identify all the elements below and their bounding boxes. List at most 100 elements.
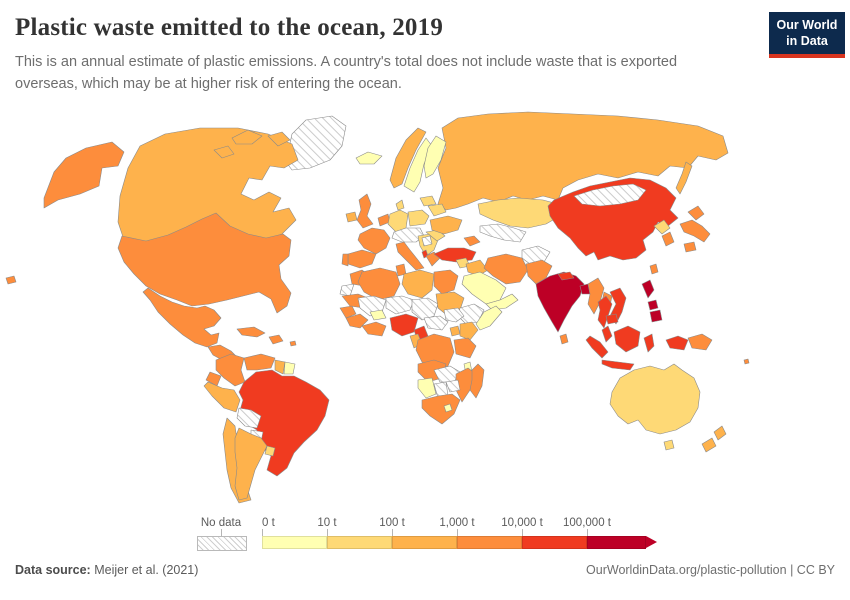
country-united-kingdom[interactable]: [356, 193, 374, 229]
country-cuba[interactable]: [236, 326, 266, 338]
country-uruguay[interactable]: [264, 445, 276, 457]
country-dr-congo[interactable]: [415, 333, 455, 371]
country-tasmania[interactable]: [663, 439, 675, 451]
country-poland[interactable]: [407, 209, 430, 227]
country-denmark[interactable]: [395, 199, 405, 211]
country-norway[interactable]: [389, 127, 427, 189]
legend-color-bin-1[interactable]: [262, 536, 327, 549]
country-lesotho[interactable]: [443, 403, 453, 413]
legend-color-bin-6[interactable]: [587, 536, 646, 549]
country-malaysia[interactable]: [601, 325, 613, 343]
country-portugal[interactable]: [341, 253, 349, 267]
country-philippines[interactable]: [647, 299, 659, 311]
country-peru[interactable]: [203, 381, 241, 413]
owid-logo[interactable]: Our World in Data: [769, 12, 845, 59]
country-kenya[interactable]: [459, 321, 479, 341]
country-madagascar[interactable]: [469, 363, 485, 399]
country-argentina[interactable]: [234, 427, 268, 501]
country-sakhalin[interactable]: [675, 161, 693, 195]
country-ukraine[interactable]: [429, 215, 463, 235]
country-libya[interactable]: [401, 269, 435, 299]
country-venezuela[interactable]: [243, 353, 276, 371]
country-indonesia-papua[interactable]: [665, 335, 689, 351]
country-egypt[interactable]: [433, 269, 459, 295]
country-uzbekistan-turkmenistan[interactable]: [479, 223, 527, 243]
country-iraq[interactable]: [465, 259, 489, 277]
country-serbia[interactable]: [421, 235, 433, 247]
legend-color-bin-4[interactable]: [457, 536, 522, 549]
country-tanzania[interactable]: [453, 337, 477, 359]
country-philippines[interactable]: [641, 279, 655, 299]
country-caucasus[interactable]: [463, 235, 481, 247]
country-nigeria[interactable]: [389, 313, 419, 337]
country-uganda[interactable]: [449, 325, 461, 337]
country-chad[interactable]: [411, 297, 439, 321]
country-iceland[interactable]: [355, 151, 383, 165]
country-myanmar[interactable]: [587, 277, 605, 315]
country-indonesia-sumatra[interactable]: [585, 335, 609, 359]
country-new-zealand[interactable]: [701, 437, 717, 453]
country-thailand[interactable]: [597, 295, 613, 329]
country-iran[interactable]: [483, 253, 529, 285]
country-lesser-antilles[interactable]: [289, 340, 297, 347]
country-baltic-states[interactable]: [419, 195, 437, 207]
country-north-korea[interactable]: [653, 219, 671, 235]
country-indonesia-sulawesi[interactable]: [643, 333, 655, 353]
country-united-states[interactable]: [117, 212, 292, 314]
country-italy[interactable]: [395, 241, 425, 271]
owid-link[interactable]: OurWorldinData.org/plastic-pollution: [586, 563, 787, 577]
country-bolivia[interactable]: [236, 407, 262, 429]
country-japan[interactable]: [687, 205, 705, 221]
country-south-korea[interactable]: [661, 231, 675, 247]
country-alaska[interactable]: [43, 141, 125, 209]
country-belarus[interactable]: [427, 203, 447, 217]
country-taiwan[interactable]: [649, 263, 659, 275]
country-india[interactable]: [535, 271, 585, 333]
country-niger[interactable]: [385, 295, 415, 315]
country-fiji[interactable]: [743, 358, 750, 365]
country-borneo[interactable]: [613, 325, 641, 353]
country-ivory-coast-ghana[interactable]: [361, 321, 387, 337]
country-central-african-republic[interactable]: [423, 315, 449, 331]
country-new-zealand[interactable]: [713, 425, 727, 441]
country-japan[interactable]: [679, 219, 711, 243]
country-finland[interactable]: [423, 135, 447, 179]
country-hispaniola[interactable]: [268, 334, 284, 345]
country-western-sahara[interactable]: [339, 283, 355, 297]
country-zimbabwe[interactable]: [445, 379, 461, 393]
legend-color-bin-3[interactable]: [392, 536, 457, 549]
country-spain[interactable]: [347, 249, 377, 269]
country-papua-new-guinea[interactable]: [687, 333, 713, 351]
no-data-swatch[interactable]: [197, 536, 247, 551]
country-japan[interactable]: [683, 241, 697, 253]
country-hawaii[interactable]: [5, 275, 17, 285]
country-mongolia[interactable]: [573, 183, 647, 207]
country-kazakhstan[interactable]: [477, 197, 561, 229]
country-france[interactable]: [357, 227, 391, 255]
country-ireland[interactable]: [345, 211, 358, 223]
country-greenland[interactable]: [285, 115, 347, 171]
country-canada-arctic-island[interactable]: [213, 145, 235, 159]
country-australia[interactable]: [609, 363, 701, 435]
country-canada-arctic-island[interactable]: [267, 131, 291, 147]
country-burkina-faso[interactable]: [369, 309, 387, 321]
country-somalia[interactable]: [475, 305, 503, 331]
country-turkey[interactable]: [433, 247, 477, 263]
country-philippines[interactable]: [649, 309, 663, 323]
country-guinea[interactable]: [345, 313, 369, 329]
country-cambodia[interactable]: [605, 313, 619, 325]
country-nepal[interactable]: [557, 271, 575, 281]
country-algeria[interactable]: [357, 267, 401, 301]
legend-color-bin-2[interactable]: [327, 536, 392, 549]
country-suriname[interactable]: [283, 361, 296, 375]
country-mexico[interactable]: [142, 287, 222, 348]
country-indonesia-java[interactable]: [601, 359, 635, 371]
legend-color-bin-5[interactable]: [522, 536, 587, 549]
country-senegal[interactable]: [339, 305, 357, 319]
country-sri-lanka[interactable]: [559, 333, 569, 345]
country-colombia[interactable]: [215, 353, 246, 387]
country-south-africa[interactable]: [421, 393, 461, 425]
country-namibia[interactable]: [417, 377, 437, 399]
country-canada-arctic-island[interactable]: [231, 129, 263, 145]
country-guyana[interactable]: [274, 359, 286, 375]
